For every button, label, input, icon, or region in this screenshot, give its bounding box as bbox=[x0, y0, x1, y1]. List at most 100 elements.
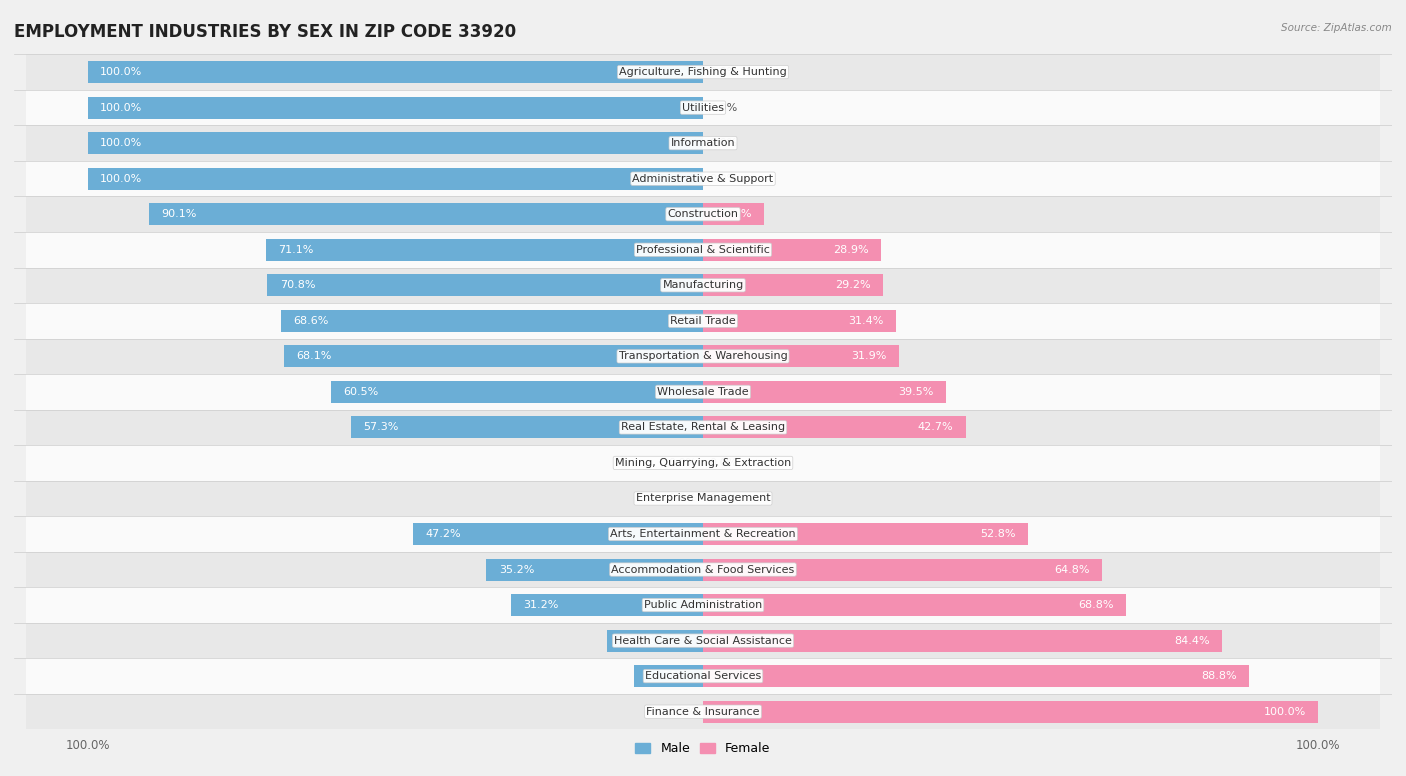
Bar bbox=[634, 665, 703, 688]
Bar bbox=[27, 303, 1379, 338]
Text: 68.1%: 68.1% bbox=[297, 352, 332, 362]
Bar bbox=[27, 374, 1379, 410]
Bar bbox=[703, 203, 763, 225]
Text: 11.2%: 11.2% bbox=[647, 671, 682, 681]
Bar bbox=[27, 516, 1379, 552]
Bar bbox=[149, 203, 703, 225]
Text: 100.0%: 100.0% bbox=[100, 174, 142, 184]
Bar bbox=[703, 239, 880, 261]
Text: 68.6%: 68.6% bbox=[294, 316, 329, 326]
Bar bbox=[703, 274, 883, 296]
Text: 31.2%: 31.2% bbox=[523, 600, 558, 610]
Bar bbox=[703, 629, 1222, 652]
Text: 100.0%: 100.0% bbox=[100, 138, 142, 148]
Bar bbox=[703, 417, 966, 438]
Text: Manufacturing: Manufacturing bbox=[662, 280, 744, 290]
Bar bbox=[267, 274, 703, 296]
Text: Administrative & Support: Administrative & Support bbox=[633, 174, 773, 184]
Bar bbox=[284, 345, 703, 367]
Text: 0.0%: 0.0% bbox=[709, 138, 737, 148]
Bar bbox=[27, 338, 1379, 374]
Text: Public Administration: Public Administration bbox=[644, 600, 762, 610]
Bar bbox=[703, 665, 1250, 688]
Bar bbox=[27, 623, 1379, 658]
Bar bbox=[27, 445, 1379, 480]
Bar bbox=[27, 232, 1379, 268]
Text: Mining, Quarrying, & Extraction: Mining, Quarrying, & Extraction bbox=[614, 458, 792, 468]
Text: Educational Services: Educational Services bbox=[645, 671, 761, 681]
Text: 90.1%: 90.1% bbox=[162, 210, 197, 219]
Text: 28.9%: 28.9% bbox=[832, 244, 869, 255]
Text: 31.9%: 31.9% bbox=[852, 352, 887, 362]
Text: 100.0%: 100.0% bbox=[100, 102, 142, 113]
Text: 39.5%: 39.5% bbox=[898, 387, 934, 397]
Text: Health Care & Social Assistance: Health Care & Social Assistance bbox=[614, 636, 792, 646]
Text: 31.4%: 31.4% bbox=[848, 316, 884, 326]
Bar bbox=[703, 594, 1126, 616]
Text: Information: Information bbox=[671, 138, 735, 148]
Bar bbox=[27, 161, 1379, 196]
Text: 60.5%: 60.5% bbox=[343, 387, 378, 397]
Text: Professional & Scientific: Professional & Scientific bbox=[636, 244, 770, 255]
Text: Wholesale Trade: Wholesale Trade bbox=[657, 387, 749, 397]
Bar bbox=[413, 523, 703, 545]
Bar bbox=[266, 239, 703, 261]
Text: Source: ZipAtlas.com: Source: ZipAtlas.com bbox=[1281, 23, 1392, 33]
Bar bbox=[87, 96, 703, 119]
Text: 0.0%: 0.0% bbox=[669, 707, 697, 717]
Text: 0.0%: 0.0% bbox=[709, 67, 737, 77]
Bar bbox=[607, 629, 703, 652]
Bar bbox=[27, 552, 1379, 587]
Bar bbox=[87, 168, 703, 189]
Bar bbox=[27, 410, 1379, 445]
Text: Finance & Insurance: Finance & Insurance bbox=[647, 707, 759, 717]
Text: 71.1%: 71.1% bbox=[278, 244, 314, 255]
Text: 70.8%: 70.8% bbox=[280, 280, 315, 290]
Bar bbox=[27, 480, 1379, 516]
Text: 47.2%: 47.2% bbox=[425, 529, 461, 539]
Bar bbox=[330, 381, 703, 403]
Bar bbox=[87, 61, 703, 83]
Bar bbox=[512, 594, 703, 616]
Bar bbox=[27, 658, 1379, 694]
Bar bbox=[703, 559, 1102, 580]
Text: 42.7%: 42.7% bbox=[918, 422, 953, 432]
Bar bbox=[27, 196, 1379, 232]
Bar bbox=[703, 310, 896, 332]
Bar bbox=[27, 587, 1379, 623]
Bar bbox=[281, 310, 703, 332]
Bar bbox=[27, 126, 1379, 161]
Bar bbox=[87, 132, 703, 154]
Text: Agriculture, Fishing & Hunting: Agriculture, Fishing & Hunting bbox=[619, 67, 787, 77]
Text: 84.4%: 84.4% bbox=[1174, 636, 1209, 646]
Bar bbox=[27, 694, 1379, 729]
Bar bbox=[703, 523, 1028, 545]
Bar bbox=[350, 417, 703, 438]
Text: EMPLOYMENT INDUSTRIES BY SEX IN ZIP CODE 33920: EMPLOYMENT INDUSTRIES BY SEX IN ZIP CODE… bbox=[14, 23, 516, 41]
Bar bbox=[27, 90, 1379, 126]
Text: Arts, Entertainment & Recreation: Arts, Entertainment & Recreation bbox=[610, 529, 796, 539]
Bar bbox=[703, 345, 900, 367]
Bar bbox=[27, 54, 1379, 90]
Text: 29.2%: 29.2% bbox=[835, 280, 870, 290]
Text: Real Estate, Rental & Leasing: Real Estate, Rental & Leasing bbox=[621, 422, 785, 432]
Text: 0.0%: 0.0% bbox=[669, 494, 697, 504]
Text: 0.0%: 0.0% bbox=[669, 458, 697, 468]
Legend: Male, Female: Male, Female bbox=[630, 737, 776, 760]
Text: 57.3%: 57.3% bbox=[363, 422, 398, 432]
Bar bbox=[486, 559, 703, 580]
Text: 9.9%: 9.9% bbox=[723, 210, 752, 219]
Text: 88.8%: 88.8% bbox=[1201, 671, 1237, 681]
Bar bbox=[27, 268, 1379, 303]
Text: 0.0%: 0.0% bbox=[709, 494, 737, 504]
Text: 0.0%: 0.0% bbox=[709, 102, 737, 113]
Text: Enterprise Management: Enterprise Management bbox=[636, 494, 770, 504]
Text: 35.2%: 35.2% bbox=[499, 565, 534, 574]
Text: 100.0%: 100.0% bbox=[1264, 707, 1306, 717]
Bar bbox=[703, 381, 946, 403]
Text: Construction: Construction bbox=[668, 210, 738, 219]
Bar bbox=[703, 701, 1319, 722]
Text: 0.0%: 0.0% bbox=[709, 458, 737, 468]
Text: 0.0%: 0.0% bbox=[709, 174, 737, 184]
Text: 15.6%: 15.6% bbox=[619, 636, 655, 646]
